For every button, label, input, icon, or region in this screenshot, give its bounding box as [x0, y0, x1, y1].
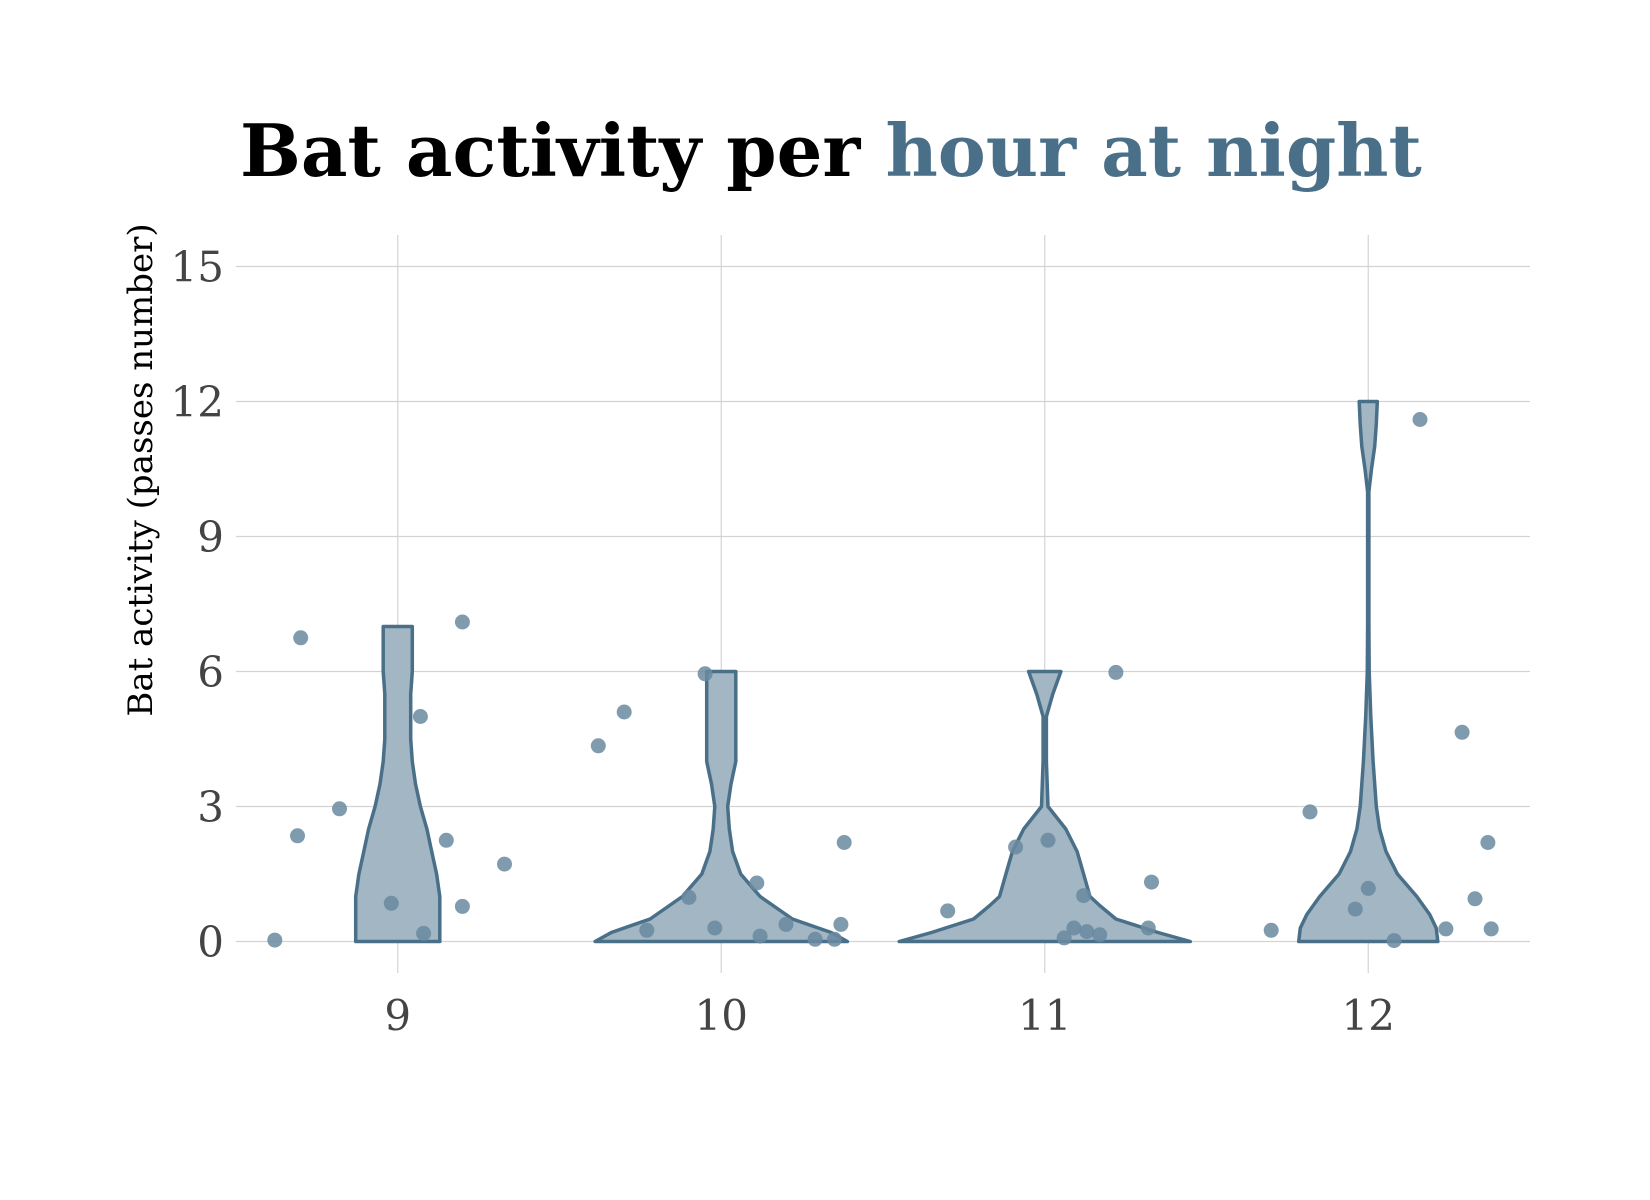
- point-11-3: [1056, 930, 1072, 946]
- x-tick-label-12: 12: [1342, 991, 1395, 1040]
- point-12-2: [1347, 901, 1363, 917]
- point-10-10: [827, 931, 842, 947]
- point-12-1: [1302, 804, 1318, 820]
- x-tick-label-11: 11: [1018, 991, 1071, 1040]
- point-9-1: [293, 630, 309, 646]
- point-12-3: [1360, 880, 1376, 896]
- point-9-9: [454, 898, 470, 914]
- point-11-9: [1140, 920, 1156, 936]
- point-10-0: [590, 738, 606, 754]
- point-9-2: [290, 828, 305, 844]
- point-10-2: [639, 922, 655, 938]
- point-12-7: [1454, 724, 1470, 740]
- point-9-4: [383, 895, 399, 911]
- violin-12: [1296, 399, 1440, 944]
- x-tick-label-10: 10: [695, 991, 748, 1040]
- point-12-6: [1438, 921, 1454, 937]
- point-9-10: [497, 856, 512, 872]
- point-10-7: [752, 928, 768, 944]
- point-11-2: [1040, 832, 1056, 848]
- y-tick-label-3: 3: [197, 783, 224, 832]
- y-tick-label-9: 9: [197, 513, 224, 562]
- point-11-8: [1108, 664, 1124, 680]
- point-11-6: [1079, 924, 1095, 940]
- title-part-1: hour at night: [885, 108, 1421, 193]
- point-10-12: [836, 835, 852, 850]
- point-10-11: [833, 916, 849, 932]
- y-axis-ticks: 0 3 6 9 12 15: [171, 243, 224, 967]
- point-10-9: [807, 931, 823, 947]
- point-12-10: [1483, 921, 1499, 937]
- point-10-8: [778, 916, 794, 932]
- point-9-3: [332, 801, 347, 817]
- point-9-0: [267, 932, 283, 948]
- point-12-4: [1386, 933, 1402, 949]
- point-11-10: [1144, 874, 1159, 890]
- point-10-1: [616, 704, 632, 720]
- point-10-4: [697, 666, 713, 682]
- y-tick-label-6: 6: [197, 648, 224, 697]
- chart-title: Bat activity per hour at night: [240, 108, 1422, 193]
- y-tick-label-0: 0: [197, 918, 224, 967]
- y-tick-label-15: 15: [171, 243, 224, 292]
- x-axis-ticks: 9 10 11 12: [384, 991, 1395, 1040]
- y-axis-label: Bat activity (passes number): [121, 223, 161, 716]
- point-12-8: [1467, 891, 1483, 907]
- point-10-3: [681, 889, 697, 905]
- point-10-5: [707, 920, 723, 936]
- title-part-0: Bat activity per: [240, 108, 885, 193]
- point-9-8: [454, 614, 470, 630]
- point-11-0: [940, 903, 956, 919]
- point-12-9: [1480, 835, 1496, 850]
- point-12-0: [1263, 922, 1279, 938]
- point-11-1: [1008, 839, 1024, 855]
- x-tick-label-9: 9: [384, 991, 411, 1040]
- point-12-5: [1412, 412, 1428, 427]
- y-tick-label-12: 12: [171, 378, 224, 427]
- point-9-6: [416, 925, 432, 941]
- point-11-4: [1066, 920, 1082, 936]
- point-11-5: [1076, 888, 1092, 904]
- violin-11: [897, 669, 1193, 944]
- violin-9: [353, 624, 442, 944]
- point-11-7: [1092, 927, 1108, 943]
- point-9-5: [412, 709, 428, 724]
- point-9-7: [438, 832, 454, 848]
- point-10-6: [749, 875, 765, 891]
- data-points: [267, 412, 1499, 949]
